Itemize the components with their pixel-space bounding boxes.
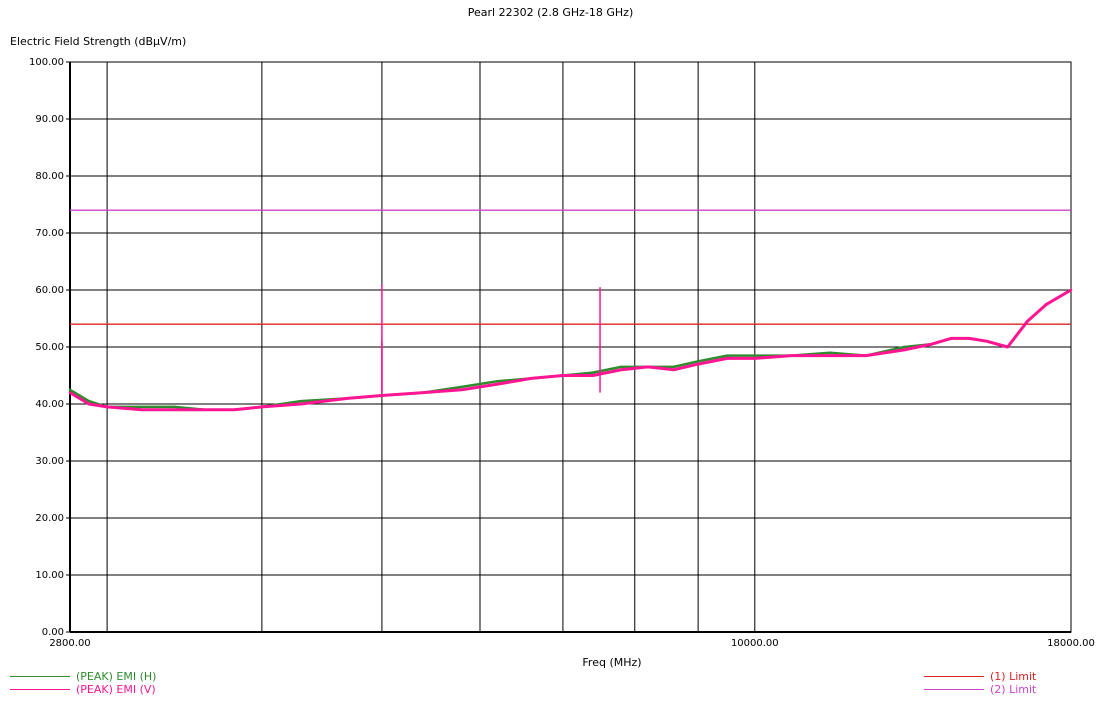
legend-swatch-h [10, 676, 70, 677]
series-point-v [380, 394, 384, 397]
series-point-v [260, 405, 264, 409]
series-point-h [68, 388, 72, 391]
y-tick-label: 80.00 [35, 171, 64, 182]
y-tick-label: 30.00 [35, 456, 64, 467]
series-point-v [726, 357, 729, 360]
series-line-h [69, 288, 1072, 411]
series-point-h [460, 385, 463, 389]
series-point-v [460, 388, 463, 391]
y-tick-label: 10.00 [35, 570, 64, 581]
legend-swatch-limit-2 [924, 689, 984, 690]
series-point-v [985, 340, 989, 343]
series-point-v [68, 391, 72, 394]
series-point-v [696, 362, 700, 366]
series-legend: (PEAK) EMI (H) (PEAK) EMI (V) [10, 670, 156, 696]
series-point-v [789, 354, 793, 357]
y-tick-label: 90.00 [35, 114, 64, 125]
series-point-h [591, 371, 595, 374]
legend-item-h: (PEAK) EMI (H) [10, 670, 156, 683]
series-point-h [726, 354, 729, 357]
series-point-h [140, 405, 144, 409]
x-tick-label: 2800.00 [49, 638, 90, 649]
legend-label-limit-1: (1) Limit [990, 670, 1037, 683]
series-point-h [828, 351, 832, 354]
y-tick-label: 100.00 [29, 57, 64, 68]
series-point-v [347, 397, 350, 400]
series-point-v [902, 348, 906, 352]
series-point-v [753, 357, 756, 360]
series-point-v [203, 408, 207, 411]
limit-legend: (1) Limit (2) Limit [924, 670, 1036, 696]
series-point-v [864, 354, 868, 357]
series-point-v [105, 405, 109, 409]
series-point-v [1026, 320, 1029, 323]
series-point-v [87, 402, 91, 406]
series-point-v [496, 382, 499, 386]
legend-swatch-v [10, 689, 70, 690]
series-point-v [422, 391, 425, 394]
series-line-v [69, 288, 1072, 412]
series-point-v [561, 374, 565, 377]
series-point-v [1069, 288, 1073, 292]
legend-label-v: (PEAK) EMI (V) [76, 683, 156, 696]
series-point-h [696, 360, 700, 363]
series-point-v [828, 354, 832, 357]
x-tick-label: 18000.00 [1047, 638, 1095, 649]
series-point-v [233, 408, 236, 411]
series-point-v [646, 365, 650, 369]
series-point-v [591, 374, 595, 377]
series-point-v [299, 402, 302, 406]
y-tick-label: 40.00 [35, 399, 64, 410]
series-point-h [902, 345, 906, 349]
series-point-h [496, 380, 499, 383]
series-point-v [619, 368, 623, 371]
series-point-v [672, 368, 675, 371]
series-point-v [1045, 303, 1048, 306]
series-point-v [930, 342, 934, 346]
series-point-v [530, 377, 533, 380]
y-tick-label: 0.00 [42, 627, 64, 638]
y-axis-title: Electric Field Strength (dBµV/m) [10, 35, 187, 48]
series-point-v [949, 337, 953, 340]
series-point-h [299, 399, 302, 403]
legend-label-limit-2: (2) Limit [990, 683, 1037, 696]
series-point-h [173, 405, 176, 409]
series-point-v [140, 408, 144, 411]
x-axis-title: Freq (MHz) [582, 656, 641, 669]
legend-label-h: (PEAK) EMI (H) [76, 670, 157, 683]
y-tick-label: 20.00 [35, 513, 64, 524]
series-point-h [87, 399, 91, 403]
y-tick-label: 60.00 [35, 285, 64, 296]
series-point-v [1006, 345, 1009, 349]
legend-item-limit-1: (1) Limit [924, 670, 1036, 683]
series-point-h [672, 365, 675, 369]
series-point-h [619, 365, 623, 369]
x-tick-label: 10000.00 [731, 638, 779, 649]
series-point-h [753, 354, 756, 357]
chart-title: Pearl 22302 (2.8 GHz-18 GHz) [467, 6, 634, 19]
y-tick-label: 50.00 [35, 342, 64, 353]
series-point-v [968, 337, 971, 340]
series-point-v [173, 408, 176, 411]
y-tick-label: 70.00 [35, 228, 64, 239]
legend-item-limit-2: (2) Limit [924, 683, 1036, 696]
legend-swatch-limit-1 [924, 676, 984, 677]
legend-item-v: (PEAK) EMI (V) [10, 683, 156, 696]
